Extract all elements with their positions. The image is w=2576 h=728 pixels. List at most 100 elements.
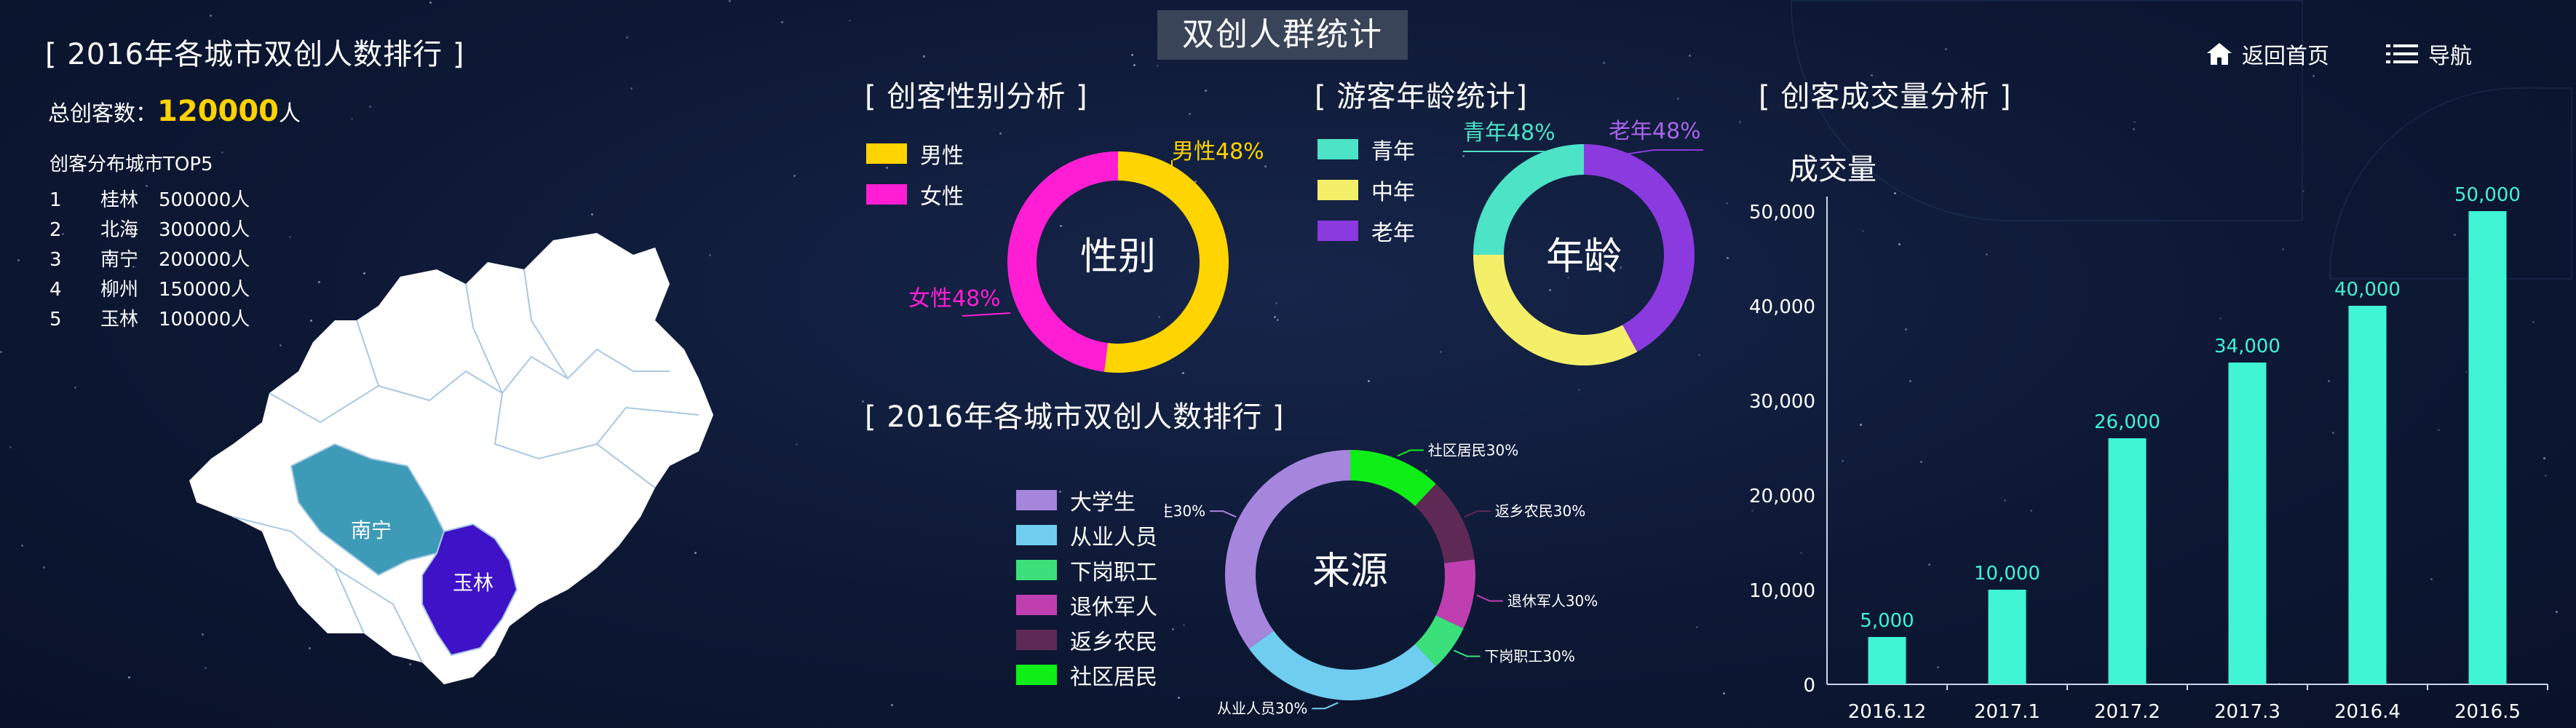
donut-slice [1248,630,1436,700]
star-dot [2271,339,2273,341]
star-dot [1696,626,1698,628]
x-tick-label: 2016.12 [1848,701,1927,723]
star-dot [630,87,633,90]
y-tick-label: 0 [1803,675,1815,697]
source-center-label: 来源 [1312,550,1388,593]
star-dot [21,545,23,547]
star-dot [1751,510,1753,512]
donut-slice [1414,483,1475,563]
bar-data-label: 40,000 [2334,279,2401,301]
star-dot [1440,351,1442,353]
star-dot [1909,380,1911,382]
legend-item: 大学生 [1016,483,1157,518]
leader-line [1476,594,1503,602]
gender-slice-label-female: 女性48% [908,286,1001,312]
star-dot [862,400,864,403]
bar [2228,363,2267,684]
star-dot [1905,328,1907,331]
star-dot [999,132,1002,135]
star-dot [1194,181,1197,183]
nav-menu-button[interactable]: 导航 [2386,38,2472,70]
star-dot [1205,90,1207,92]
star-dot [1726,202,1728,205]
y-tick-label: 20,000 [1749,486,1815,507]
star-dot [729,0,731,2]
list-item: 4 柳州 150000人 [49,279,250,301]
star-dot [1129,272,1131,274]
gender-donut-chart: 男性48% 女性48% 性别 [908,139,1264,373]
star-dot [369,106,371,108]
star-dot [363,272,365,274]
star-dot [146,185,148,187]
legend-item: 老年 [1317,210,1415,251]
legend-swatch [1317,221,1358,241]
star-dot [1894,192,1896,194]
star-dot [891,704,893,706]
leader-line [1312,702,1339,710]
legend-item: 退休军人 [1016,587,1157,622]
star-dot [2532,321,2535,323]
star-dot [2328,380,2330,382]
star-dot [2438,429,2440,431]
legend-swatch [866,143,907,164]
source-donut-chart: 社区居民30% 返乡农民30% 退休军人30% 下岗职工30% 从业人员30% 大学生30… [1165,441,1598,717]
legend-swatch [1016,490,1057,510]
star-dot [1727,257,1729,259]
source-slice-label: 大学生30% [1165,502,1205,520]
star-dot [1425,470,1427,472]
map-region-yulin [421,523,518,657]
star-dot [128,676,130,678]
star-dot [1274,316,1276,318]
donut-slice-youth [1473,144,1584,255]
bar [2108,438,2147,684]
star-dot [1898,243,1901,245]
star-dot [218,117,221,119]
x-tick-label: 2016.4 [2334,701,2401,723]
map-label-nanning: 南宁 [351,518,392,542]
leader-line [1463,151,1584,155]
star-dot [1920,461,1922,463]
star-dot [132,266,135,268]
star-dot [1723,692,1725,695]
star-dot [43,566,45,569]
bar [1988,590,2026,684]
star-dot [2465,371,2468,373]
gender-section-title: [ 创客性别分析 ] [865,80,1088,114]
volume-bar-chart: 成交量 0 10,000 20,000 30,000 40,000 50,000 5,00… [1749,153,2548,723]
source-slice-label: 从业人员30% [1217,700,1307,717]
nav-label: 导航 [2428,44,2472,69]
star-dot [1677,98,1679,100]
source-slice-label: 社区居民30% [1428,441,1518,459]
total-value: 120000 [157,95,279,128]
legend-swatch [1016,560,1057,580]
star-dot [2004,499,2006,502]
source-slice-label: 返乡农民30% [1495,502,1585,520]
star-dot [229,254,231,256]
legend-item: 社区居民 [1016,657,1157,692]
list-item: 3 南宁 200000人 [49,249,250,271]
star-dot [694,552,697,554]
star-dot [2543,457,2545,459]
star-dot [226,220,229,222]
home-button[interactable]: 返回首页 [2207,38,2329,70]
age-donut-chart: 青年48% 老年48% 年龄 [1463,119,1703,366]
star-dot [1141,636,1143,638]
top5-title: 创客分布城市TOP5 [49,154,213,175]
menu-icon [2386,44,2418,63]
star-dot [62,233,64,235]
star-dot [1842,460,1844,462]
guangxi-map[interactable]: 南宁 玉林 [189,226,728,692]
star-dot [2545,475,2547,477]
list-item: 5 玉林 100000人 [49,309,250,331]
star-dot [1059,491,1061,493]
bar [2468,211,2507,684]
star-dot [781,21,783,23]
bar-data-label: 5,000 [1860,610,1914,632]
star-dot [213,49,215,51]
star-dot [1698,354,1700,356]
star-dot [793,175,796,177]
leader-line [1210,510,1237,518]
star-dot [1937,666,1939,668]
legend-item: 从业人员 [1016,518,1157,553]
star-dot [1860,424,1862,426]
